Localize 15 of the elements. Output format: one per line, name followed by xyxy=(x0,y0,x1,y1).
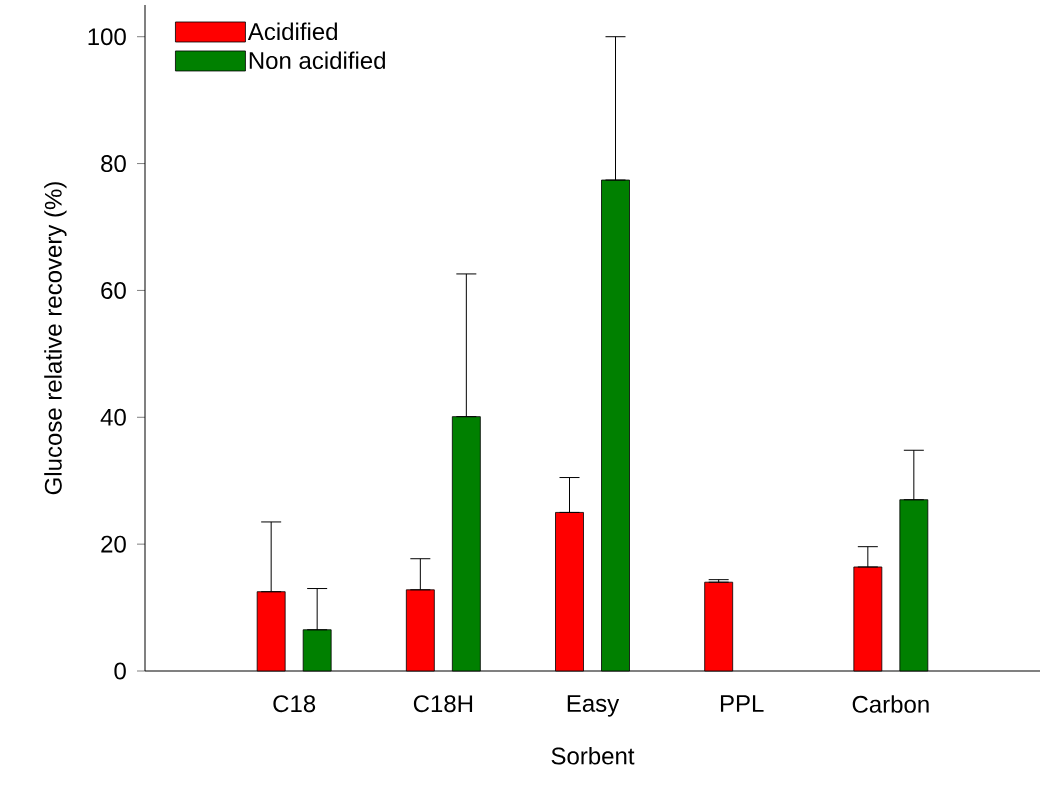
x-tick-label: PPL xyxy=(720,695,764,712)
y-tick-label: 0 xyxy=(114,662,126,680)
legend-label: Acidified xyxy=(247,22,337,41)
x-tick-label: Easy xyxy=(567,695,620,717)
y-axis-title: Glucose relative recovery (%) xyxy=(44,182,67,495)
y-tick-label: 100 xyxy=(88,28,126,46)
x-tick-label: C18 xyxy=(273,695,316,713)
x-tick-label: C18H xyxy=(413,695,473,713)
y-tick-label: 40 xyxy=(100,408,126,426)
y-tick-label: 80 xyxy=(101,155,126,173)
x-tick-label: Carbon xyxy=(852,695,929,713)
y-tick-label: 60 xyxy=(101,281,126,299)
legend-label: Non acidified xyxy=(249,51,385,70)
y-tick-label: 20 xyxy=(101,535,126,553)
x-axis-title: Sorbent xyxy=(551,746,635,765)
